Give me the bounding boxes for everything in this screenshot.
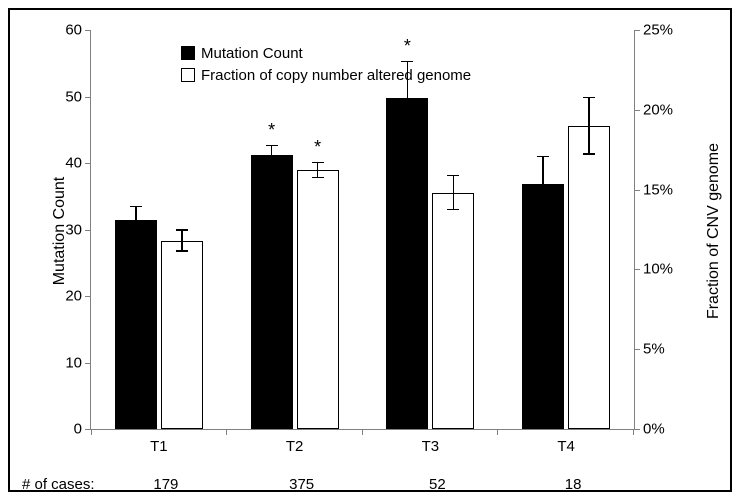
y-right-tick-label: 5%: [643, 341, 693, 358]
legend-label-mutation: Mutation Count: [201, 45, 303, 62]
legend: Mutation Count Fraction of copy number a…: [181, 42, 471, 86]
error-cap: [583, 153, 595, 155]
y-right-tick: [634, 269, 640, 270]
x-tick: [362, 429, 363, 435]
x-tick: [497, 429, 498, 435]
legend-item-mutation: Mutation Count: [181, 42, 471, 64]
y-left-tick: [85, 296, 91, 297]
bar-mutation: [115, 220, 157, 429]
y-axis-left-title: Mutation Count: [51, 151, 69, 311]
y-right-tick: [634, 349, 640, 350]
cases-row-label: # of cases:: [22, 476, 95, 493]
y-right-tick-label: 20%: [643, 101, 693, 118]
y-left-tick: [85, 97, 91, 98]
error-bar: [135, 206, 137, 233]
bar-mutation: [386, 98, 428, 429]
y-right-tick: [634, 30, 640, 31]
y-left-tick: [85, 163, 91, 164]
error-cap: [312, 162, 324, 164]
x-tick-label: T4: [557, 438, 575, 455]
x-tick-label: T2: [286, 438, 304, 455]
x-tick: [91, 429, 92, 435]
y-right-tick-label: 10%: [643, 261, 693, 278]
error-cap: [583, 97, 595, 99]
legend-label-cnv: Fraction of copy number altered genome: [201, 67, 471, 84]
error-cap: [537, 156, 549, 158]
legend-swatch-cnv: [181, 68, 195, 82]
error-cap: [447, 209, 459, 211]
error-cap: [266, 145, 278, 147]
significance-marker: *: [404, 36, 411, 57]
bar-cnv: [568, 126, 610, 429]
significance-marker: *: [268, 120, 275, 141]
error-cap: [401, 61, 413, 63]
cases-value: 179: [153, 476, 178, 493]
y-left-tick: [85, 363, 91, 364]
y-right-tick-label: 25%: [643, 22, 693, 39]
y-axis-right-title: Fraction of CNV genome: [705, 131, 723, 331]
y-left-tick-label: 50: [42, 88, 82, 105]
error-cap: [447, 175, 459, 177]
bar-mutation: [522, 184, 564, 429]
cases-value: 52: [429, 476, 446, 493]
y-left-tick: [85, 30, 91, 31]
error-bar: [407, 61, 409, 134]
error-cap: [176, 229, 188, 231]
bar-cnv: [161, 241, 203, 429]
error-bar: [588, 97, 590, 154]
error-bar: [542, 156, 544, 212]
y-left-tick-label: 0: [42, 421, 82, 438]
cases-value: 375: [289, 476, 314, 493]
y-right-tick: [634, 190, 640, 191]
y-left-tick: [85, 230, 91, 231]
error-cap: [176, 250, 188, 252]
cases-value: 18: [565, 476, 582, 493]
x-tick-label: T1: [150, 438, 168, 455]
error-cap: [130, 231, 142, 233]
x-tick: [226, 429, 227, 435]
y-left-tick-label: 60: [42, 22, 82, 39]
bar-cnv: [432, 193, 474, 429]
y-right-tick-label: 0%: [643, 421, 693, 438]
chart-frame: Mutation Count Fraction of copy number a…: [8, 8, 732, 492]
error-cap: [312, 177, 324, 179]
bar-mutation: [251, 155, 293, 429]
error-cap: [537, 211, 549, 213]
error-cap: [130, 206, 142, 208]
error-bar: [181, 230, 183, 252]
error-cap: [266, 164, 278, 166]
error-bar: [453, 175, 455, 210]
y-right-tick: [634, 110, 640, 111]
error-cap: [401, 133, 413, 135]
significance-marker: *: [314, 137, 321, 158]
error-bar: [271, 145, 273, 165]
y-right-tick: [634, 429, 640, 430]
legend-item-cnv: Fraction of copy number altered genome: [181, 64, 471, 86]
legend-swatch-mutation: [181, 46, 195, 60]
x-tick: [633, 429, 634, 435]
y-right-tick-label: 15%: [643, 181, 693, 198]
x-tick-label: T3: [422, 438, 440, 455]
y-left-tick-label: 10: [42, 354, 82, 371]
bar-cnv: [297, 170, 339, 429]
plot-area: Mutation Count Fraction of copy number a…: [90, 30, 635, 430]
